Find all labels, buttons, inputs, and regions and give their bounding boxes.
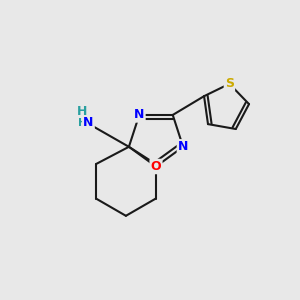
Text: S: S	[225, 77, 234, 90]
Text: N: N	[134, 108, 144, 122]
Text: H: H	[77, 105, 88, 118]
Text: O: O	[151, 160, 161, 173]
Text: N: N	[83, 116, 94, 129]
Text: N: N	[178, 140, 188, 153]
Text: H: H	[78, 118, 87, 128]
